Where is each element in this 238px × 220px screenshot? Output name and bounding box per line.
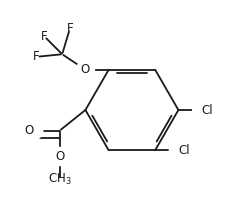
Circle shape (50, 147, 69, 165)
Text: Cl: Cl (202, 103, 213, 117)
Circle shape (193, 101, 211, 119)
Text: O: O (55, 150, 64, 163)
Text: CH$_3$: CH$_3$ (48, 172, 71, 187)
Text: F: F (33, 50, 40, 63)
Circle shape (76, 61, 94, 79)
Text: Cl: Cl (178, 144, 190, 157)
Text: O: O (81, 63, 90, 76)
Text: O: O (25, 124, 34, 137)
Circle shape (169, 141, 188, 159)
Text: F: F (41, 30, 47, 43)
Text: F: F (67, 22, 73, 35)
Circle shape (25, 122, 43, 140)
